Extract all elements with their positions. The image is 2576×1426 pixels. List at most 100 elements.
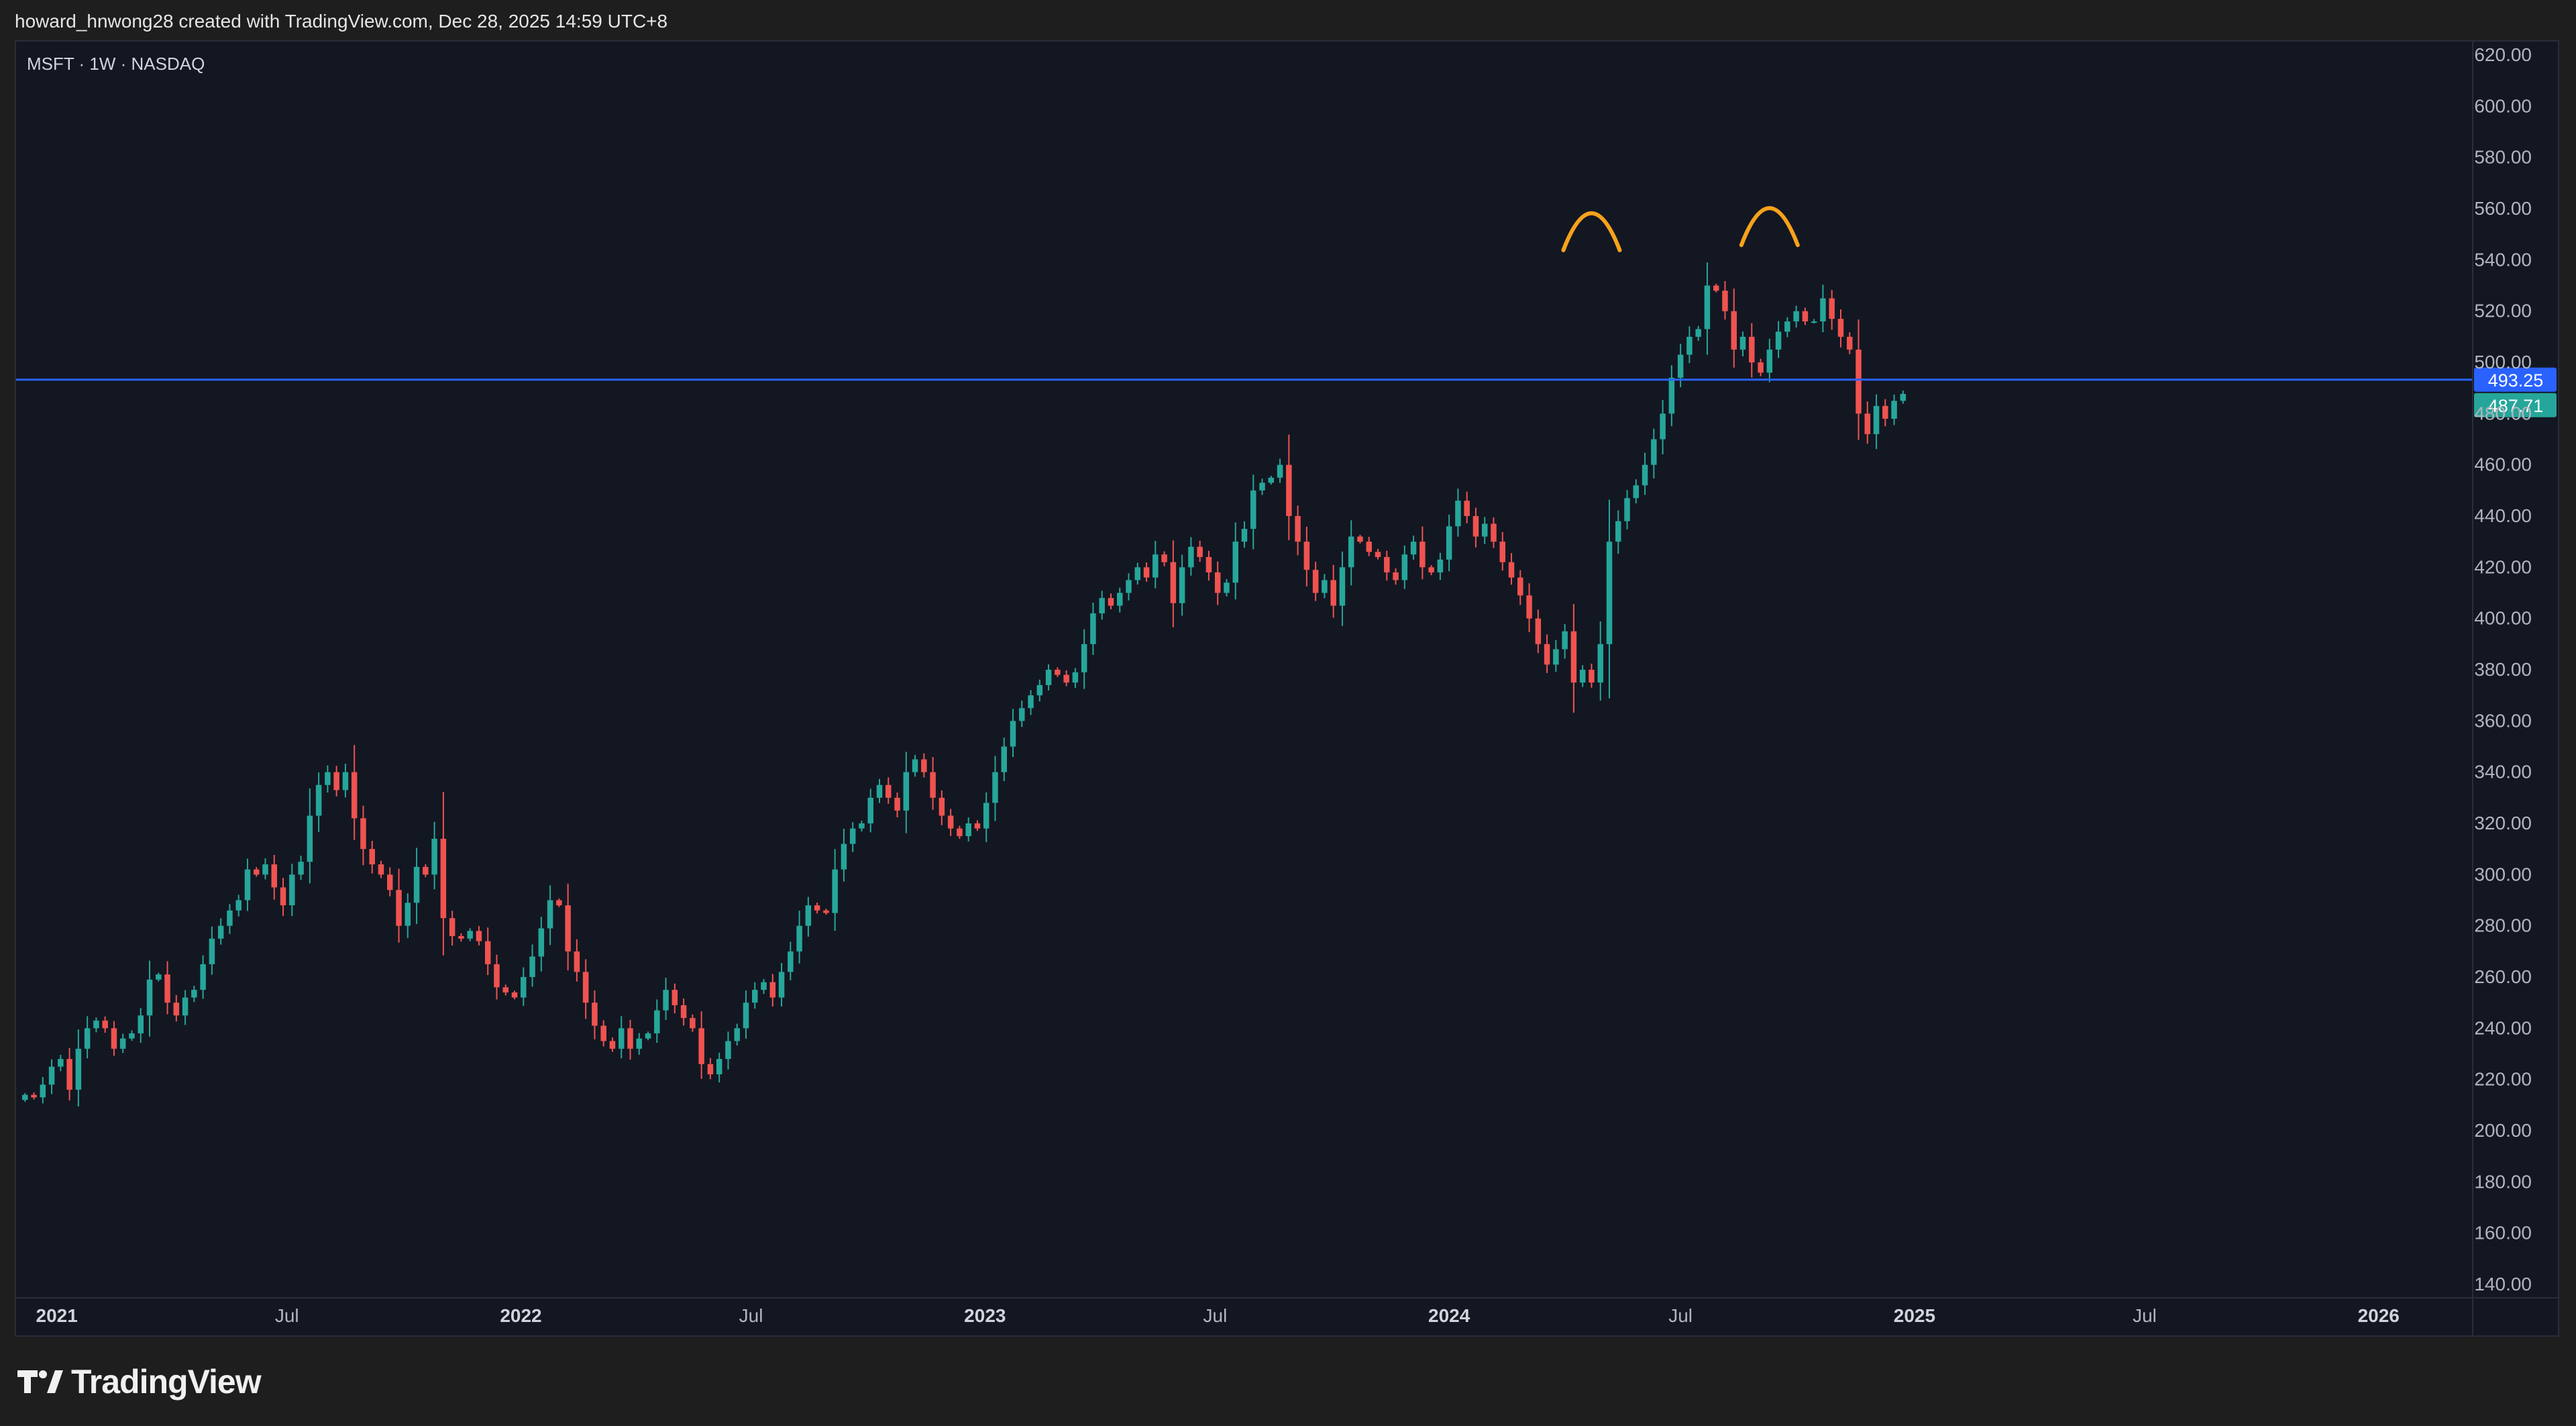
double-top-arc-annotation[interactable] (1739, 206, 1800, 248)
candle (298, 856, 304, 880)
candle (1606, 499, 1613, 699)
candle-body (1419, 542, 1426, 568)
price-tick-label: 540.00 (2474, 249, 2532, 270)
candle (1722, 281, 1728, 320)
candle (1793, 305, 1799, 327)
candle (1820, 285, 1826, 333)
candle-body (315, 784, 322, 816)
candle-body (592, 1003, 598, 1026)
double-top-arc-annotation[interactable] (1561, 211, 1622, 252)
candle-body (769, 982, 776, 998)
candle-body (440, 838, 447, 919)
candle (992, 756, 998, 821)
candle (1019, 700, 1025, 727)
candle-body (423, 866, 429, 875)
candle (84, 1016, 91, 1059)
candle-body (1846, 336, 1853, 350)
candle (1481, 517, 1488, 544)
candle (582, 959, 589, 1019)
candle (1651, 428, 1657, 478)
candle-body (663, 990, 669, 1011)
price-tick-label: 420.00 (2474, 556, 2532, 577)
candle (342, 764, 349, 798)
candle-body (1205, 557, 1212, 572)
candle-body (1758, 362, 1764, 373)
candle (1713, 283, 1719, 293)
candle-body (1295, 516, 1301, 542)
candle (1686, 326, 1693, 364)
candle-body (1081, 644, 1087, 672)
candle (1010, 709, 1016, 758)
price-axis[interactable]: 620.00 600.00 580.00 560.00 540.00 520.00 500.… (2474, 44, 2532, 1294)
time-tick-label: Jul (1668, 1305, 1693, 1326)
candle (1214, 561, 1221, 605)
candle (1410, 536, 1417, 560)
candle (1401, 545, 1408, 589)
candle (235, 895, 241, 917)
candle-body (1472, 516, 1479, 537)
candle (431, 821, 437, 890)
candle-body (529, 956, 535, 977)
candle (574, 939, 580, 982)
candle-body (778, 972, 785, 998)
candle (1081, 629, 1087, 689)
candle (1437, 552, 1444, 580)
candle-body (289, 874, 295, 906)
candle-body (894, 797, 900, 811)
candle-body (271, 864, 278, 888)
time-tick-label: 2026 (2358, 1305, 2400, 1326)
time-tick-label: 2022 (500, 1305, 541, 1326)
time-tick-label: Jul (739, 1305, 763, 1326)
candle (974, 820, 981, 831)
tradingview-logo[interactable]: TradingView (17, 1362, 262, 1401)
candle (841, 828, 847, 882)
candle (538, 917, 545, 972)
candle-body (244, 869, 251, 901)
candle (173, 995, 180, 1022)
candle (1900, 391, 1907, 404)
candle-body (333, 772, 339, 791)
candle (467, 928, 473, 941)
candle-body (841, 844, 847, 870)
candle (58, 1055, 64, 1072)
candle-body (1179, 567, 1185, 603)
candle-body (1170, 562, 1177, 603)
attribution-text: howard_hnwong28 created with TradingView… (15, 11, 668, 32)
candle-body (1695, 329, 1701, 337)
horizontal-line-price-label: 493.25 (2488, 370, 2544, 391)
candle-body (387, 874, 393, 890)
candle (547, 885, 553, 946)
chart-frame[interactable]: 493.25 487.71 620.00 600.00 580.00 560.00 540… (15, 40, 2559, 1337)
candle (1241, 521, 1248, 548)
candle-body (1589, 670, 1595, 683)
price-chart[interactable]: 493.25 487.71 620.00 600.00 580.00 560.00 540… (16, 42, 2558, 1335)
price-tick-label: 340.00 (2474, 762, 2532, 782)
candle-body (431, 838, 437, 875)
candle-body (957, 828, 963, 837)
time-axis[interactable]: 2021 Jul 2022 Jul 2023 Jul 2024 Jul 2025 Jul 2026 (36, 1305, 2400, 1326)
candle (1001, 737, 1008, 782)
candle (1464, 491, 1470, 523)
candle-body (1544, 644, 1550, 665)
candle-body (1793, 311, 1799, 321)
candle-body (1063, 674, 1069, 683)
candle-body (823, 910, 829, 913)
candle (1126, 573, 1132, 601)
candle (1695, 325, 1701, 341)
candle (1837, 309, 1844, 348)
candle (1277, 458, 1283, 483)
candle (690, 1014, 696, 1032)
candle-body (1597, 644, 1603, 683)
candle (1108, 593, 1114, 609)
candle (1303, 526, 1310, 587)
candle (565, 883, 571, 970)
candle-body (191, 990, 197, 998)
candle (1312, 562, 1319, 601)
candle (119, 1033, 126, 1054)
last-price-tag (2474, 393, 2557, 417)
candle (983, 792, 989, 842)
candle (1891, 394, 1897, 425)
candle (244, 858, 251, 911)
candle (867, 788, 873, 833)
candle-body (965, 823, 971, 837)
